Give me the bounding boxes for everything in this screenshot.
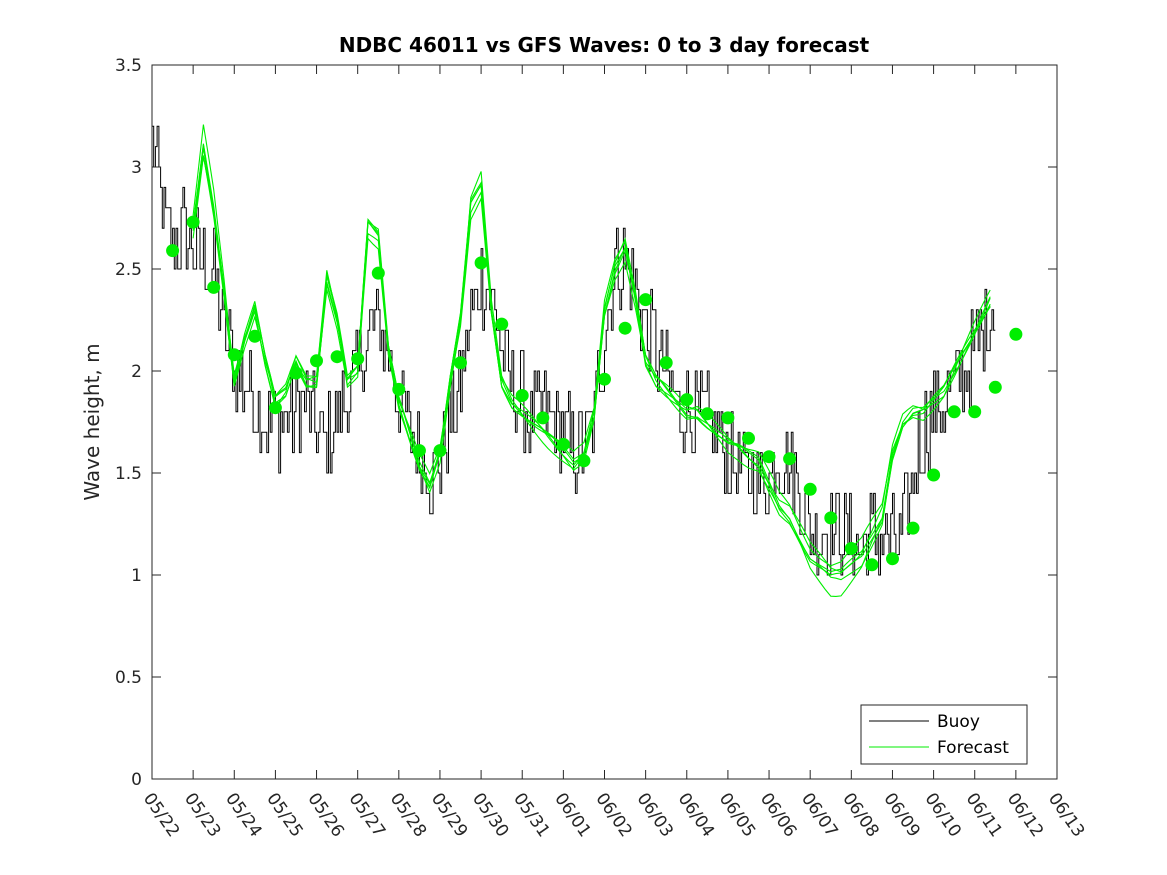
forecast-series-line-4 [192,124,991,597]
y-tick-label: 1.5 [115,464,142,484]
legend: Buoy Forecast [860,704,1028,765]
forecast-point [803,482,817,496]
forecast-point [207,280,221,294]
forecast-point [639,293,653,307]
forecast-point [392,382,406,396]
series-layer [152,124,1023,597]
y-axis-label: Wave height, m [80,343,104,500]
forecast-point [659,356,673,370]
chart-title: NDBC 46011 vs GFS Waves: 0 to 3 day fore… [339,33,870,57]
forecast-point [268,401,282,415]
forecast-point [865,558,879,572]
forecast-point [742,431,755,445]
forecast-point [289,366,303,380]
y-tick-label: 3 [131,158,142,178]
forecast-point [1009,327,1023,341]
forecast-point [927,468,941,482]
forecast-point [310,354,323,368]
forecast-point [248,329,262,343]
forecast-series-line-6 [192,144,991,576]
forecast-point [618,321,632,335]
y-tick-label: 0.5 [115,668,142,688]
forecast-point [968,405,982,419]
y-tick-label: 0 [131,770,142,790]
forecast-point [227,348,241,362]
forecast-point [700,407,714,421]
forecast-point [988,380,1002,394]
forecast-point [433,444,447,458]
forecast-point [947,405,961,419]
forecast-point [762,450,776,464]
forecast-point [371,266,385,280]
forecast-point [577,454,591,468]
forecast-series-line-5 [192,155,991,567]
forecast-point [556,437,570,451]
forecast-point [783,452,797,466]
legend-forecast-label: Forecast [937,738,1009,758]
y-tick-label: 2.5 [115,260,142,280]
forecast-point [886,552,899,566]
forecast-point [330,350,344,364]
forecast-point [166,244,180,258]
y-tick-label: 1 [131,566,142,586]
forecast-point [906,521,920,535]
forecast-point [515,389,529,402]
forecast-point [474,256,488,270]
forecast-point [495,317,509,331]
forecast-point [351,352,365,366]
forecast-point [454,356,467,370]
legend-buoy-label: Buoy [937,712,980,732]
legend-box [860,704,1028,765]
buoy-series-line [152,125,996,576]
y-tick-label: 3.5 [115,56,142,76]
forecast-point [824,511,838,525]
forecast-point [186,215,200,229]
y-tick-label: 2 [131,362,142,382]
forecast-point [412,444,426,458]
forecast-point [721,411,735,425]
forecast-point [536,411,550,425]
forecast-point [844,542,858,555]
forecast-point [680,393,694,407]
forecast-point [598,372,611,386]
